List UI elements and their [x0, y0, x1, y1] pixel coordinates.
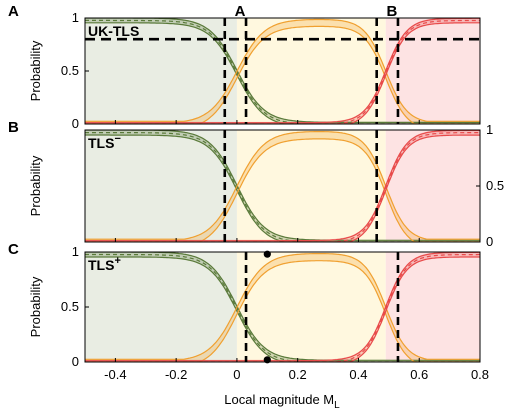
y-tick-label: 0.5: [486, 178, 504, 193]
y-tick-label: 0: [486, 234, 493, 249]
red-line-lower: [85, 22, 480, 124]
x-tick-label: -0.4: [104, 367, 126, 382]
orange-line-upper: [85, 131, 480, 240]
x-tick-label: -0.2: [165, 367, 187, 382]
x-axis-label: Local magnitude ML: [224, 392, 340, 411]
y-axis-label: Probability: [28, 40, 43, 101]
red-line-lower: [85, 134, 480, 242]
y-axis-label: Probability: [28, 276, 43, 337]
orange-line-upper: [85, 18, 480, 122]
panel-letter: A: [8, 3, 19, 20]
green-line-mean: [85, 19, 480, 124]
panel-name: UK-TLS: [88, 23, 139, 39]
y-tick-label: 0: [72, 354, 79, 369]
y-tick-label: 1: [72, 10, 79, 25]
red-line-lower: [85, 256, 480, 362]
panel-plot-area: [85, 252, 480, 362]
x-tick-label: 0.2: [289, 367, 307, 382]
x-axis: -0.4 -0.2 0 0.2 0.4 0.6 0.8: [104, 367, 489, 382]
region-red: [385, 130, 480, 242]
panel-a: 0 0.5 1 Probability A UK-TLS A B: [8, 3, 481, 131]
panel-name: TLS+: [88, 255, 121, 273]
red-line-mean: [85, 132, 480, 242]
y-tick-label: 1: [486, 122, 493, 137]
red-line-mean: [85, 253, 480, 362]
x-tick-label: 0.6: [410, 367, 428, 382]
x-tick-label: 0.4: [349, 367, 367, 382]
panel-plot-area: [85, 18, 480, 124]
orange-line-upper: [85, 253, 480, 360]
x-tick-label: 0: [233, 367, 240, 382]
region-red: [385, 18, 480, 124]
red-line-upper: [85, 252, 480, 362]
y-axis-label: Probability: [28, 155, 43, 216]
region-green: [85, 252, 237, 362]
y-tick-label: 0: [72, 116, 79, 131]
panel-b: 0 0.5 1 Probability B TLS−: [8, 119, 504, 249]
region-red: [385, 252, 480, 362]
region-green: [85, 130, 237, 242]
x-tick-label: 0.8: [471, 367, 489, 382]
region-green: [85, 18, 237, 124]
y-tick-label: 0.5: [61, 299, 79, 314]
x-axis-label-main: Local magnitude M: [224, 392, 334, 407]
red-line-upper: [85, 18, 480, 124]
threshold-label-b: B: [387, 3, 398, 20]
red-line-upper: [85, 130, 480, 242]
x-axis-label-sub: L: [334, 400, 340, 411]
panels: 0 0.5 1 Probability A UK-TLS A B 0 0.5 1 Probabilit…: [8, 3, 504, 369]
green-line-mean: [85, 132, 480, 242]
panel-c: 0 0.5 1 Probability C TLS+: [8, 241, 481, 369]
threshold-label-a: A: [235, 3, 246, 20]
panel-letter: C: [8, 241, 19, 258]
green-line-mean: [85, 253, 480, 362]
y-tick-label: 1: [72, 244, 79, 259]
panel-name: TLS−: [88, 133, 121, 151]
panel-letter: B: [8, 119, 19, 136]
panel-plot-area: [85, 130, 480, 242]
y-tick-label: 0.5: [61, 63, 79, 78]
